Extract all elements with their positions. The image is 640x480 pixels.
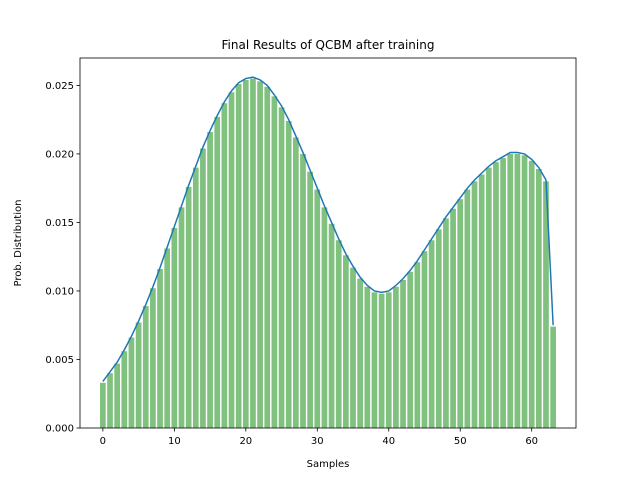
bar bbox=[371, 292, 378, 428]
bar bbox=[100, 382, 106, 428]
x-tick-label: 20 bbox=[239, 436, 252, 447]
bar bbox=[407, 271, 414, 428]
x-axis-label: Samples bbox=[307, 459, 350, 470]
bar bbox=[150, 288, 156, 428]
bar bbox=[200, 148, 206, 428]
y-axis-label: Prob. Distribution bbox=[13, 200, 24, 287]
y-tick-label: 0.005 bbox=[45, 355, 74, 366]
bar bbox=[278, 107, 285, 428]
chart-title: Final Results of QCBM after training bbox=[222, 38, 435, 52]
bar bbox=[543, 181, 549, 428]
bar bbox=[443, 218, 449, 428]
y-tick-label: 0.015 bbox=[45, 218, 74, 229]
bar bbox=[364, 286, 371, 428]
bar bbox=[307, 171, 313, 429]
y-tick-label: 0.025 bbox=[45, 81, 74, 92]
bar bbox=[464, 189, 471, 428]
bar bbox=[142, 306, 149, 428]
bar bbox=[414, 262, 421, 428]
x-tick-label: 30 bbox=[311, 436, 324, 447]
bar bbox=[192, 167, 199, 428]
bar bbox=[300, 153, 306, 429]
bar bbox=[235, 84, 242, 428]
bar bbox=[378, 293, 385, 428]
bar bbox=[478, 174, 485, 428]
x-tick-label: 50 bbox=[454, 436, 467, 447]
bar bbox=[178, 207, 185, 428]
bar bbox=[435, 229, 442, 428]
x-axis: 0 10 20 30 40 50 60 bbox=[100, 428, 538, 447]
bar bbox=[493, 162, 499, 429]
bar bbox=[528, 160, 535, 428]
bar bbox=[343, 255, 349, 428]
bar bbox=[335, 240, 342, 428]
bar bbox=[328, 223, 335, 428]
bar bbox=[114, 363, 121, 428]
bar bbox=[457, 199, 464, 428]
bar bbox=[314, 189, 321, 428]
bar bbox=[450, 208, 456, 428]
bar bbox=[485, 167, 492, 428]
y-tick-label: 0.000 bbox=[45, 424, 74, 435]
bar bbox=[500, 158, 506, 428]
bar bbox=[350, 267, 356, 428]
bar bbox=[321, 207, 328, 428]
line-series bbox=[102, 76, 554, 382]
bar bbox=[185, 186, 192, 428]
bar bbox=[171, 227, 178, 428]
bar bbox=[157, 269, 163, 428]
bar bbox=[393, 286, 399, 428]
bar bbox=[471, 181, 478, 428]
bar bbox=[135, 322, 142, 428]
x-tick-label: 60 bbox=[525, 436, 538, 447]
bar bbox=[164, 248, 171, 428]
bar bbox=[221, 103, 228, 428]
bar bbox=[292, 137, 299, 428]
bar bbox=[257, 81, 263, 428]
bar bbox=[271, 96, 278, 429]
y-tick-label: 0.010 bbox=[45, 286, 74, 297]
bar bbox=[514, 153, 521, 429]
y-tick-label: 0.020 bbox=[45, 149, 74, 160]
bar bbox=[400, 280, 406, 428]
bar bbox=[228, 92, 235, 428]
bar bbox=[214, 116, 221, 428]
bar bbox=[521, 155, 528, 428]
bar bbox=[264, 86, 271, 429]
bar bbox=[128, 337, 135, 428]
bar bbox=[421, 251, 428, 428]
bar bbox=[428, 240, 435, 428]
bar bbox=[250, 78, 256, 429]
bar bbox=[121, 351, 128, 428]
bars-group bbox=[100, 78, 556, 429]
bar bbox=[242, 79, 249, 428]
bar bbox=[357, 278, 364, 428]
bar bbox=[507, 153, 514, 429]
bar bbox=[385, 292, 392, 428]
bar bbox=[207, 132, 213, 428]
bar bbox=[550, 326, 556, 428]
x-tick-label: 0 bbox=[100, 436, 106, 447]
bar bbox=[107, 373, 113, 428]
plot-frame bbox=[79, 57, 577, 429]
x-tick-label: 10 bbox=[168, 436, 181, 447]
bar bbox=[535, 169, 542, 428]
x-tick-label: 40 bbox=[382, 436, 395, 447]
bar bbox=[285, 121, 292, 428]
y-axis: 0.000 0.005 0.010 0.015 0.020 0.025 bbox=[45, 81, 80, 435]
